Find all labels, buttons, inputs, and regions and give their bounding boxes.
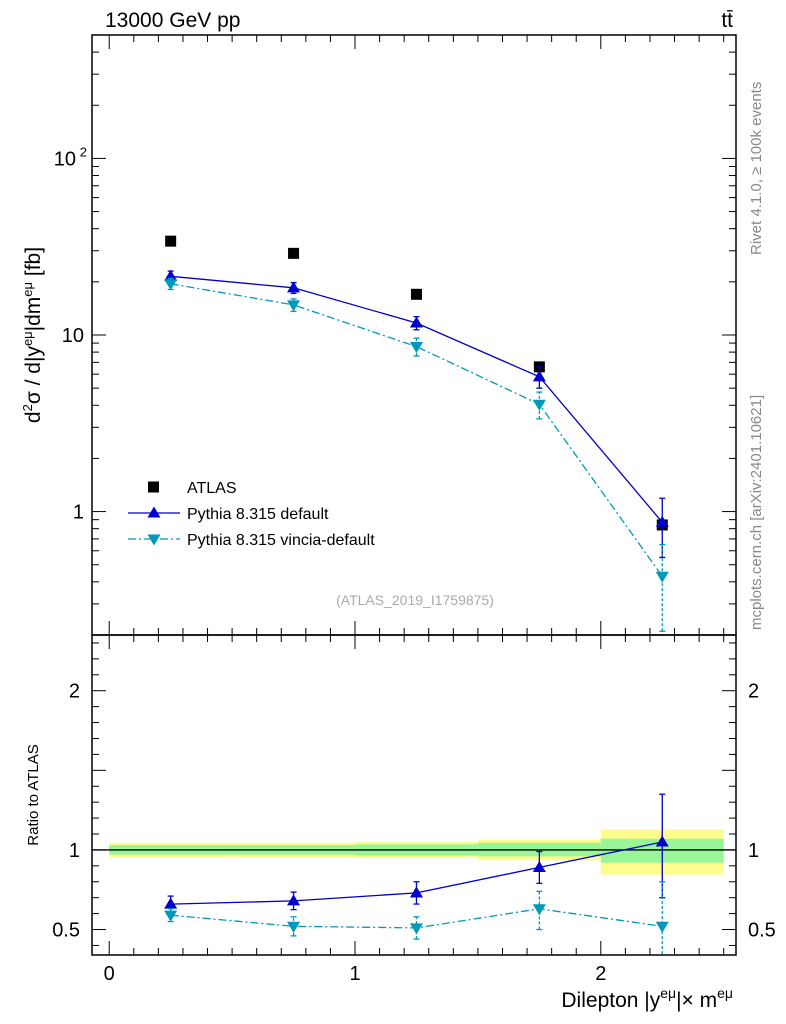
main-series — [164, 235, 669, 632]
pythia-vincia-point — [655, 571, 669, 583]
atlas-point — [410, 288, 422, 300]
ratio-pythia-default-point — [532, 860, 546, 872]
main-ticks: 1 10 10 2 — [54, 34, 736, 636]
ratio-pythia-vincia-point — [409, 923, 423, 935]
rivet-version-label: Rivet 4.1.0, ≥ 100k events — [748, 82, 765, 255]
ratio-y-tick-label-right: 2 — [748, 681, 759, 703]
pythia-default-point — [532, 370, 546, 382]
pythia-vincia-point — [164, 279, 178, 291]
y-tick-label: 10 — [62, 325, 84, 347]
ratio-pythia-vincia-point — [287, 921, 301, 933]
x-tick-label: 2 — [595, 963, 606, 985]
pythia-default-point — [655, 515, 669, 527]
atlas-legend-label: ATLAS — [187, 480, 237, 497]
pythia-default-point — [164, 269, 178, 281]
pythia-default-point — [287, 281, 301, 293]
analysis-id-label: (ATLAS_2019_I1759875) — [336, 592, 494, 608]
ratio-y-axis-label: Ratio to ATLAS — [25, 744, 42, 845]
x-tick-label: 0 — [104, 963, 115, 985]
pythia-vincia-legend-marker — [147, 534, 161, 546]
atlas-legend-marker — [148, 481, 159, 493]
pythia-vincia-legend-label: Pythia 8.315 vincia-default — [187, 532, 375, 549]
ratio-frame — [91, 634, 737, 956]
ratio-pythia-default-point — [287, 894, 301, 906]
ratio-pythia-default-point — [164, 897, 178, 909]
ratio-y-tick-label-right: 0.5 — [748, 920, 776, 942]
atlas-point — [288, 247, 300, 259]
ratio-y-tick-label-right: 1 — [748, 840, 759, 862]
pythia-default-legend-label: Pythia 8.315 default — [187, 506, 329, 523]
ratio-series — [164, 793, 669, 955]
ratio-pythia-vincia-point — [532, 904, 546, 916]
legend: ATLAS Pythia 8.315 default Pythia 8.315 vi… — [128, 480, 375, 549]
pythia-default-legend-marker — [147, 506, 161, 518]
process-label: tt̄ — [721, 9, 733, 32]
ratio-y-tick-label: 1 — [69, 840, 80, 862]
ratio-pythia-default-point — [409, 886, 423, 898]
ratio-uncertainty-bands — [92, 829, 736, 875]
pythia-vincia-point — [287, 300, 301, 312]
ratio-pythia-default-point — [655, 835, 669, 847]
main-panel: 1 10 10 2 d2σ / d|yeμ|dmeμ [fb] (ATLAS_2019… — [20, 34, 737, 636]
y-tick-label: 10 — [54, 148, 76, 170]
ratio-y-tick-label: 2 — [69, 681, 80, 703]
energy-label: 13000 GeV pp — [105, 9, 240, 32]
ratio-pythia-vincia-point — [164, 910, 178, 922]
y-tick-label-exponent: 2 — [80, 144, 87, 159]
x-axis-label: Dilepton |yeμ|× meμ — [561, 985, 733, 1012]
pythia-vincia-point — [532, 399, 546, 411]
ratio-panel: 0.5 0.5 1 1 2 2 0 1 2 Ratio to ATLAS Dilepton |y… — [25, 634, 776, 1012]
atlas-point — [165, 235, 177, 247]
ratio-ticks: 0.5 0.5 1 1 2 2 0 1 2 — [52, 635, 776, 985]
x-tick-label: 1 — [349, 963, 360, 985]
pythia-default-point — [409, 316, 423, 328]
ratio-y-tick-label: 0.5 — [52, 920, 80, 942]
pythia-default-line — [170, 275, 663, 523]
main-y-axis-label: d2σ / d|yeμ|dmeμ [fb] — [20, 247, 45, 423]
mcplots-label: mcplots.cern.ch [arXiv:2401.10621] — [748, 395, 765, 630]
pythia-vincia-line — [170, 283, 663, 577]
y-tick-label: 1 — [73, 502, 84, 524]
ratio-pythia-vincia-point — [655, 921, 669, 933]
pythia-vincia-point — [409, 342, 423, 354]
